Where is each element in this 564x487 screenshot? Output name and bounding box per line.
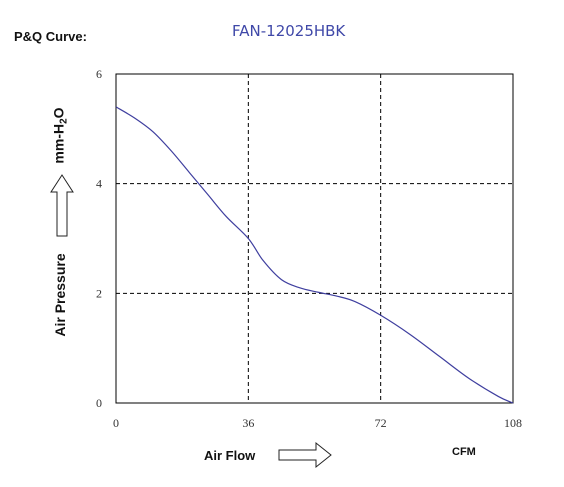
x-tick-label: 36 bbox=[242, 416, 254, 430]
pq-curve-line bbox=[115, 106, 514, 404]
y-tick-label: 0 bbox=[96, 396, 102, 410]
y-axis-label: Air Pressure bbox=[52, 253, 68, 337]
y-tick-label: 4 bbox=[96, 177, 102, 191]
y-axis-label-group: mm-H2O Air Pressure bbox=[30, 90, 90, 350]
x-tick-label: 72 bbox=[375, 416, 387, 430]
plot-frame bbox=[115, 73, 514, 404]
x-tick-label: 108 bbox=[504, 416, 522, 430]
x-axis-unit: CFM bbox=[452, 446, 476, 458]
y-axis-unit: mm-H2O bbox=[51, 100, 70, 172]
x-axis-label: Air Flow bbox=[204, 448, 256, 463]
x-tick-label: 0 bbox=[113, 416, 119, 430]
y-tick-label: 2 bbox=[96, 286, 102, 300]
right-arrow-icon bbox=[278, 441, 332, 469]
y-unit-suffix: O bbox=[50, 107, 67, 119]
grid-lines bbox=[116, 74, 513, 403]
chart-title: FAN-12025HBK bbox=[232, 22, 346, 40]
up-arrow-icon bbox=[50, 174, 74, 237]
pq-curve-label: P&Q Curve: bbox=[14, 29, 87, 44]
y-unit-prefix: mm-H bbox=[50, 123, 67, 164]
y-tick-label: 6 bbox=[96, 67, 102, 81]
y-unit-subscript: 2 bbox=[58, 118, 70, 124]
